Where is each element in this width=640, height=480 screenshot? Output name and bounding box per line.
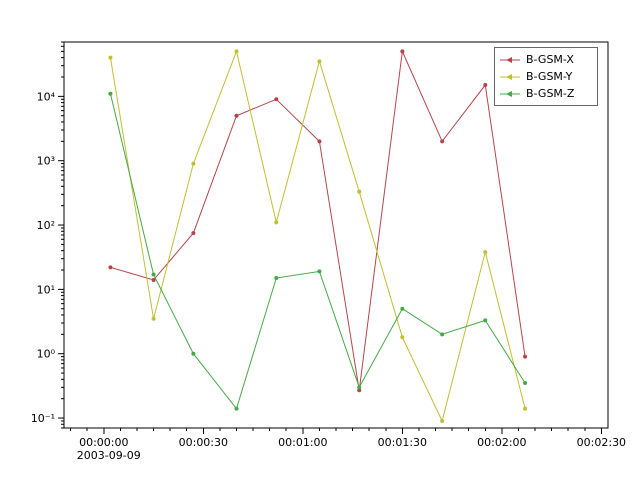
legend-item: B-GSM-X (499, 51, 593, 68)
legend-label-z: B-GSM-Z (526, 87, 575, 100)
svg-text:10¹: 10¹ (37, 283, 55, 296)
svg-text:2003-09-09: 2003-09-09 (77, 449, 141, 462)
svg-text:10³: 10³ (37, 155, 55, 168)
legend-item: B-GSM-Y (499, 68, 593, 85)
svg-text:00:02:30: 00:02:30 (577, 436, 626, 449)
svg-text:00:01:00: 00:01:00 (278, 436, 327, 449)
legend-marker-z-icon (500, 90, 520, 97)
svg-text:10⁻¹: 10⁻¹ (31, 412, 55, 425)
svg-text:10⁴: 10⁴ (37, 90, 56, 103)
legend-marker-y-icon (500, 73, 520, 80)
svg-text:10⁰: 10⁰ (37, 348, 56, 361)
svg-text:00:00:30: 00:00:30 (179, 436, 228, 449)
legend-item: B-GSM-Z (499, 85, 593, 102)
svg-text:10²: 10² (37, 219, 55, 232)
svg-text:00:00:00: 00:00:00 (79, 436, 128, 449)
legend-marker-x-icon (500, 56, 520, 63)
legend: B-GSM-X B-GSM-Y B-GSM-Z (494, 47, 598, 106)
legend-label-x: B-GSM-X (526, 53, 574, 66)
legend-label-y: B-GSM-Y (526, 70, 573, 83)
svg-text:00:01:30: 00:01:30 (378, 436, 427, 449)
svg-text:00:02:00: 00:02:00 (477, 436, 526, 449)
